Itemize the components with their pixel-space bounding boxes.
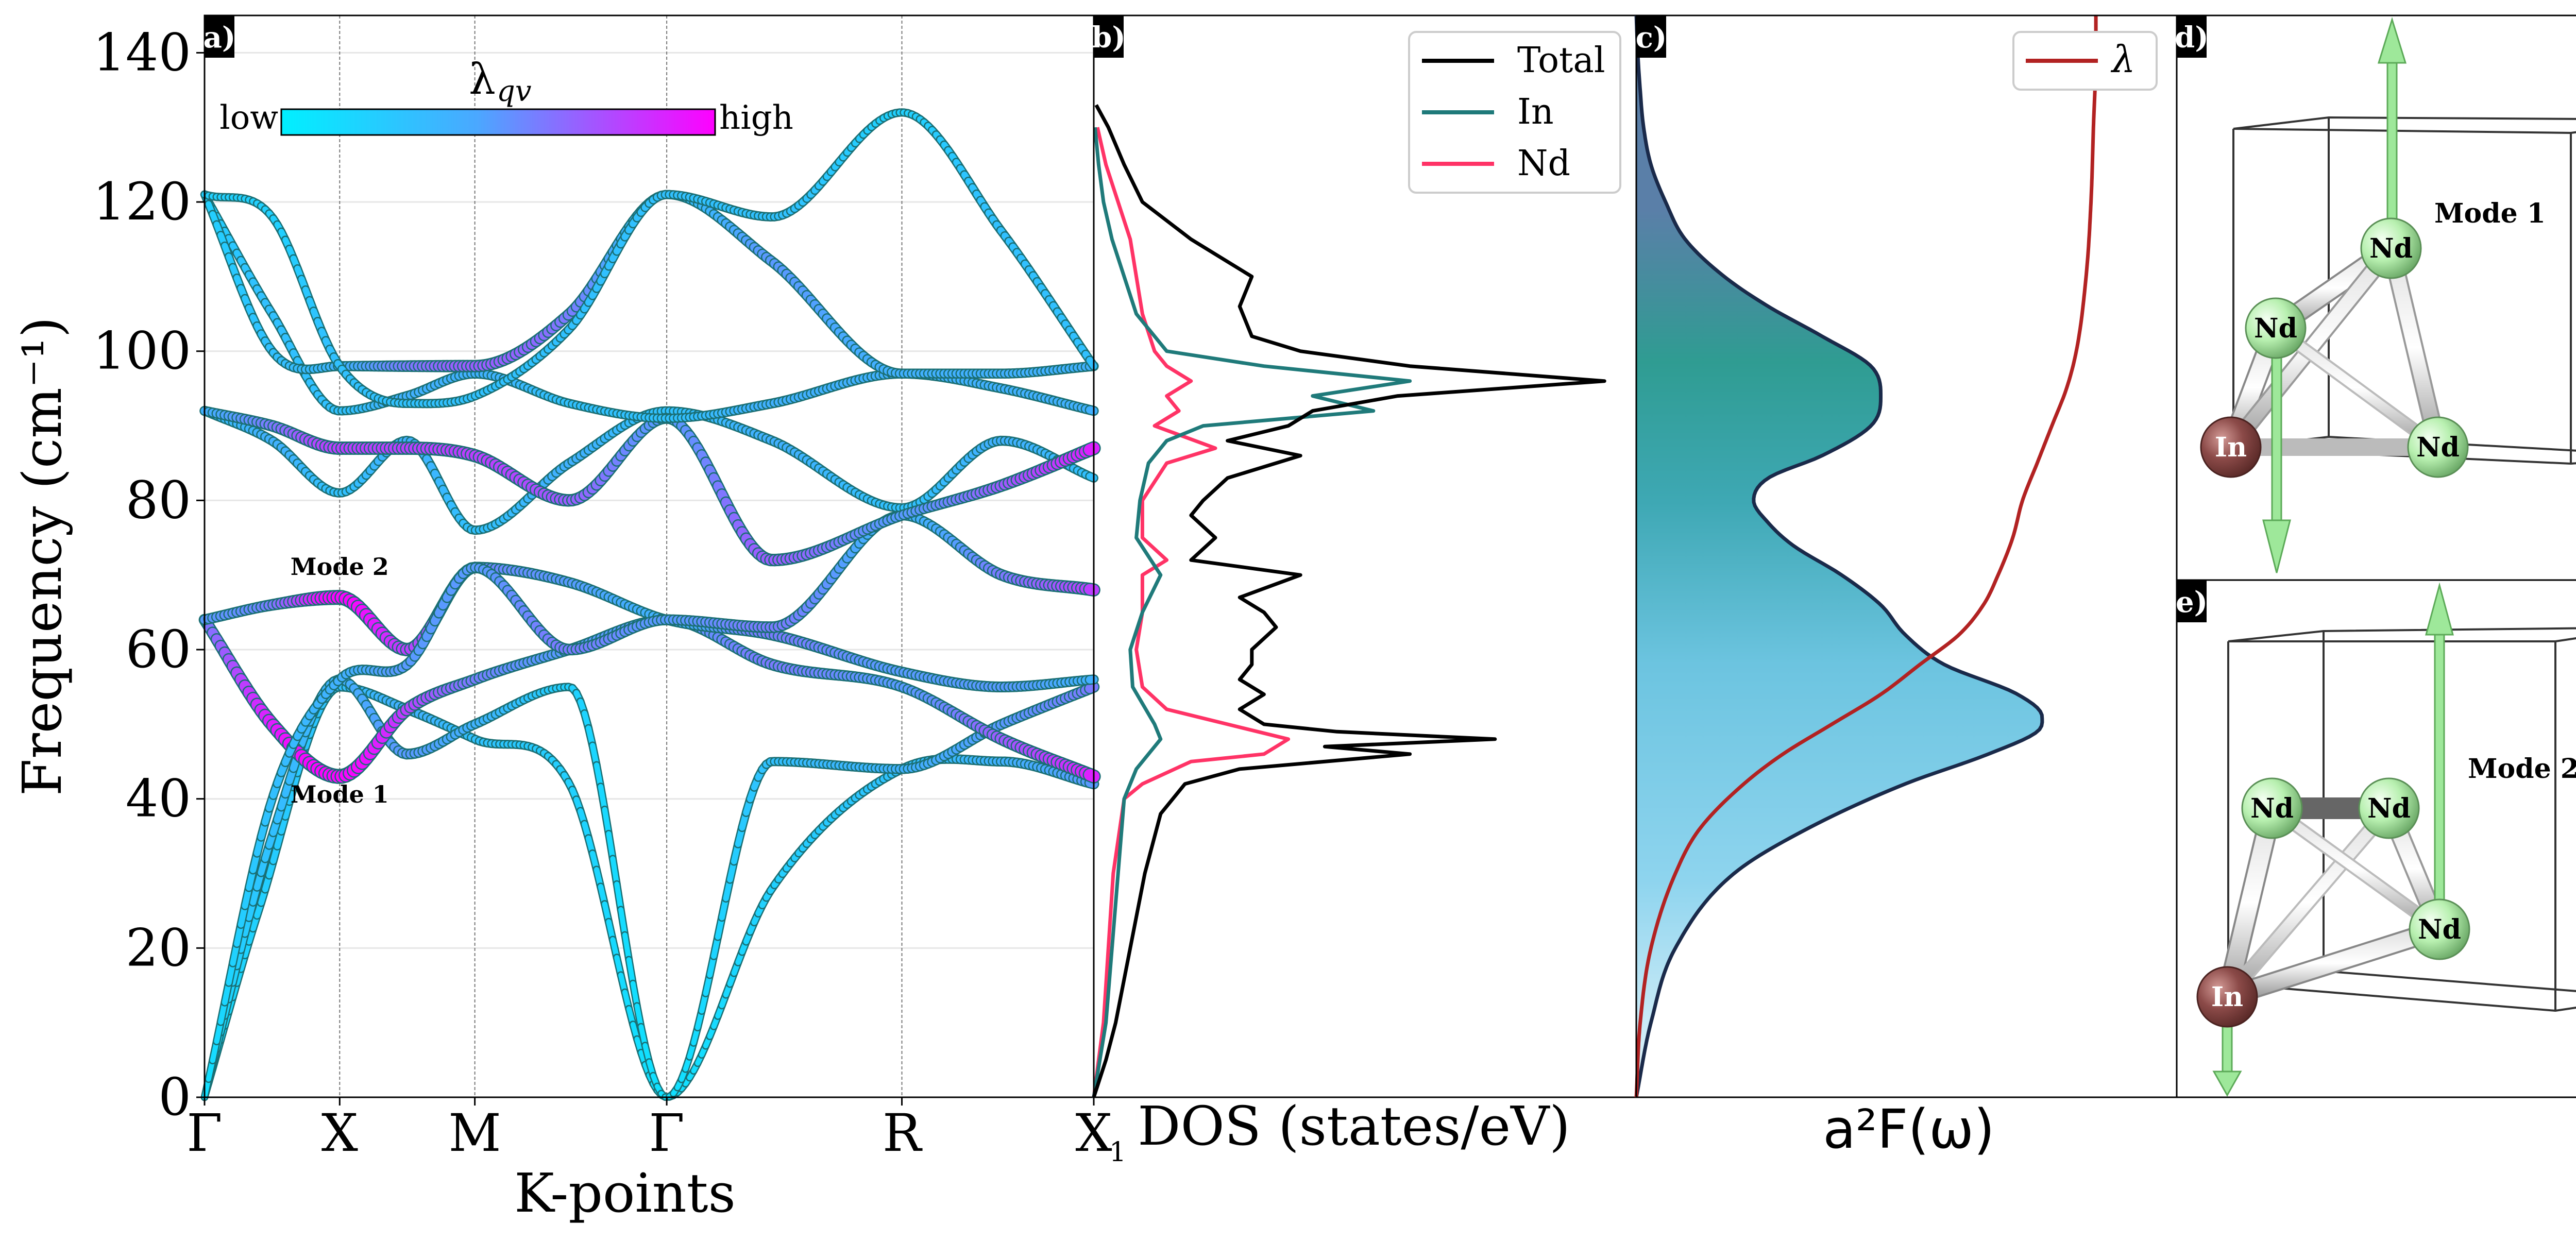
dos-legend-box (1408, 31, 1621, 194)
k-point-label: X (321, 1103, 358, 1163)
panel-e-tag: e) (2176, 585, 2208, 619)
panel-d-tag-bg (2177, 15, 2207, 58)
band-segment (606, 831, 616, 862)
dos-lines (1092, 104, 1606, 1098)
atom-nd (2245, 297, 2307, 359)
dispersion-x-ticks: Γ X M Γ R X1 (187, 1097, 1126, 1168)
k-point-label: Γ (187, 1103, 222, 1163)
mode2-label: Mode 2 (2468, 753, 2576, 785)
panel-a-tag: a) (204, 21, 236, 55)
y-tick-label: 80 (126, 470, 191, 530)
atom-nd (2241, 777, 2303, 839)
colorbar-title-subscript: qv (497, 75, 532, 108)
dos-x-label: DOS (states/eV) (1138, 1095, 1570, 1158)
mode2-displacement-arrows (2212, 582, 2454, 1097)
dispersion-bands (198, 108, 1101, 1101)
k-point-label: R (883, 1103, 923, 1163)
dos-line-total (1092, 104, 1606, 1098)
atom-label: In (2211, 981, 2243, 1013)
dispersion-y-label: Frequency (cm⁻¹) (11, 317, 74, 796)
colorbar-title: λ (469, 55, 496, 104)
phonon-band (200, 674, 1100, 1101)
band-segment (626, 957, 636, 987)
lambda-colorbar: low high λ qv (219, 55, 793, 137)
y-tick-label: 100 (93, 321, 191, 381)
a2f-area (1634, 15, 2098, 1098)
k-point-label: X (1075, 1103, 1112, 1163)
phonon-band (200, 190, 1099, 423)
band-segment (622, 932, 632, 962)
k-point-label: M (448, 1103, 501, 1163)
y-tick-label: 20 (126, 917, 191, 978)
dos-panel: DOS (states/eV) Total In Nd b) (1092, 14, 1637, 1158)
a2f-fill (1636, 15, 2042, 1097)
lambda-legend: λ (2012, 31, 2158, 91)
band-segment (602, 807, 612, 837)
legend-lambda-label: λ (2110, 38, 2136, 81)
colorbar-gradient (280, 108, 716, 136)
band-segment (614, 881, 624, 912)
band-segment (618, 907, 628, 938)
legend-in-label: In (1517, 92, 1554, 132)
atom-label: Nd (2418, 914, 2461, 945)
y-tick-label: 120 (93, 172, 191, 232)
legend-nd-label: Nd (1517, 143, 1570, 184)
eliashberg-x-label: a²F(ω) (1823, 1098, 1994, 1161)
dos-line-in (1092, 127, 1412, 1098)
panel-c-tag-bg (1636, 15, 1666, 58)
mode-annotation: Mode 1 (291, 780, 389, 808)
mode-annotations: Mode 2 Mode 1 (291, 553, 389, 808)
dispersion-x-label: K-points (514, 1162, 736, 1225)
mode-annotation: Mode 2 (291, 553, 389, 581)
panel-c-tag: c) (1636, 21, 1667, 55)
atom-label: Nd (2254, 313, 2297, 344)
mode1-frame (2176, 14, 2576, 581)
y-tick-label: 60 (126, 619, 191, 679)
mode2-structure-panel: Nd Nd In Nd Mode 2 e) (2176, 579, 2576, 1098)
mode1-structure-panel: Nd Nd In Nd Mode 1 d) (2175, 14, 2576, 581)
panel-b-tag: b) (1092, 21, 1126, 55)
atom-in (2200, 416, 2262, 478)
phonon-band (200, 108, 1098, 409)
dos-legend: Total In Nd (1408, 31, 1621, 194)
k-point-subscript: 1 (1109, 1137, 1126, 1168)
mode1-atoms: Nd Nd In Nd (2200, 217, 2469, 478)
phonon-band (199, 405, 1101, 567)
mode1-label: Mode 1 (2434, 198, 2546, 229)
lambda-curve (1634, 15, 2098, 1098)
mode1-displacement-arrows (2262, 16, 2407, 573)
y-tick-label: 40 (126, 769, 191, 829)
panel-b-tag-bg (1094, 15, 1124, 58)
dispersion-y-ticks: 0 20 40 60 80 100 120 140 (93, 22, 205, 1127)
mode2-atoms: Nd Nd In Nd (2196, 777, 2470, 1028)
colorbar-high-label: high (719, 99, 793, 137)
atom-nd (2409, 898, 2470, 960)
atom-label: Nd (2416, 432, 2460, 463)
y-tick-label: 0 (158, 1067, 191, 1127)
atom-label: Nd (2250, 793, 2294, 824)
k-point-label: Γ (649, 1103, 684, 1163)
atom-label: In (2215, 432, 2247, 463)
a2f-outline (1634, 15, 2044, 1098)
atom-nd (2358, 777, 2420, 839)
panel-d-tag: d) (2175, 21, 2209, 55)
panel-a-tag-bg (205, 15, 234, 58)
atom-nd (2360, 217, 2422, 279)
atom-nd (2407, 416, 2469, 478)
atom-in (2196, 966, 2258, 1028)
phonon-band (200, 510, 1100, 1101)
panel-e-tag-bg (2177, 580, 2207, 622)
atom-label: Nd (2367, 793, 2411, 824)
y-tick-label: 140 (93, 22, 191, 82)
band-segment (610, 856, 620, 887)
legend-total-label: Total (1517, 40, 1605, 81)
phonon-band (200, 190, 1099, 379)
atom-label: Nd (2369, 233, 2413, 264)
colorbar-low-label: low (219, 99, 278, 137)
eliashberg-panel: a²F(ω) λ c) (1634, 14, 2178, 1161)
